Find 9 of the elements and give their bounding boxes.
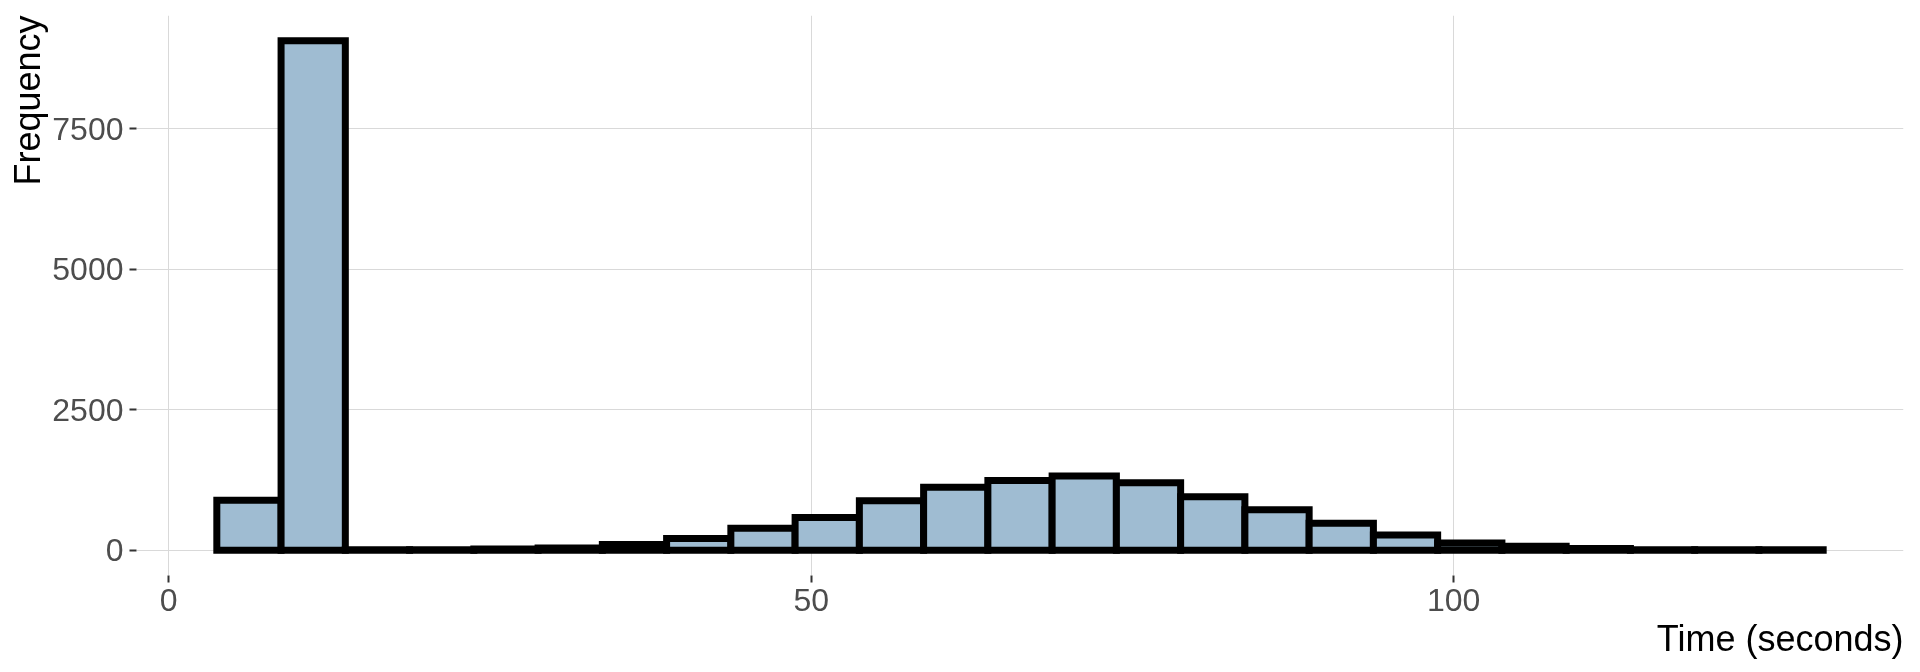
y-tick-label: 0 [105, 532, 124, 569]
y-tick-label: 2500 [52, 391, 124, 428]
x-axis-title: Time (seconds) [1656, 617, 1904, 659]
x-tick-label: 50 [793, 581, 829, 618]
x-tick-label: 0 [159, 581, 178, 618]
x-tick-label: 100 [1427, 581, 1481, 618]
y-tick-label: 7500 [52, 110, 124, 147]
y-tick-label: 5000 [52, 251, 124, 288]
y-axis-title: Frequency [6, 15, 48, 186]
